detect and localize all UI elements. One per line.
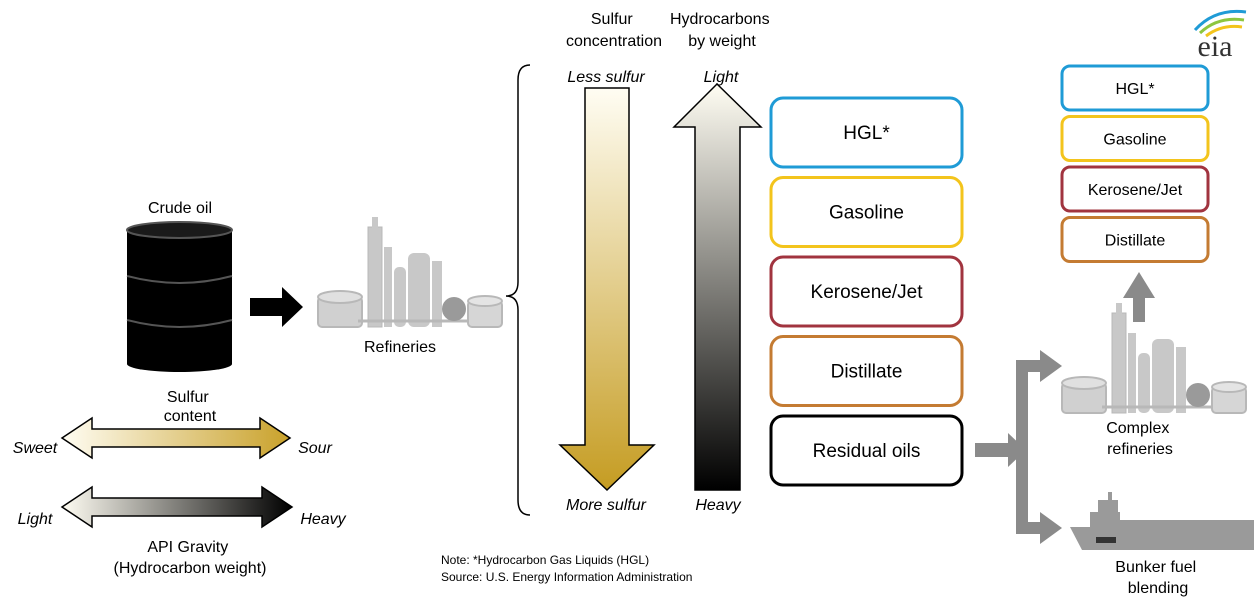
complex-refinery-icon: [1060, 301, 1248, 415]
brace: [505, 64, 531, 516]
product-box: [769, 335, 964, 407]
note: Note: *Hydrocarbon Gas Liquids (HGL): [441, 553, 649, 567]
line: by weight: [688, 33, 756, 50]
arrow: [250, 287, 303, 327]
logo: eia: [1193, 9, 1247, 63]
refineries-label: Refineries: [364, 339, 436, 356]
line: content: [164, 408, 217, 425]
complex-product-label: Gasoline: [1103, 132, 1166, 149]
product-label: Distillate: [831, 362, 903, 383]
line: Hydrocarbons: [670, 11, 770, 28]
complex-product-box: [1060, 64, 1210, 112]
sulfur-concentration-arrow: [558, 87, 656, 492]
source: Source: U.S. Energy Information Administ…: [441, 570, 692, 584]
bunker-fuel-label: Bunker fuel blending: [1115, 559, 1200, 597]
product-box: [769, 96, 964, 169]
line: API Gravity: [147, 539, 228, 556]
ship: [1070, 492, 1254, 550]
complex-product-box: [1060, 165, 1210, 213]
sour-label: Sour: [298, 440, 332, 457]
line: (Hydrocarbon weight): [114, 560, 267, 577]
light-label: Light: [704, 69, 739, 86]
product-label: Kerosene/Jet: [811, 282, 924, 303]
api-gravity-label: API Gravity (Hydrocarbon weight): [114, 539, 267, 577]
logo-text: eia: [1198, 30, 1233, 63]
crude-oil-label: Crude oil: [148, 200, 212, 217]
line: Bunker fuel: [1115, 559, 1196, 576]
sulfur-content-label: Sulfur content: [164, 389, 217, 425]
refinery-icon: [316, 215, 504, 329]
less-sulfur-label: Less sulfur: [567, 69, 645, 86]
hydrocarbons-title: Hydrocarbons by weight: [670, 11, 774, 50]
api-arrow: [60, 485, 294, 529]
complex-refineries-label: Complex refineries: [1106, 420, 1174, 458]
sulfur-arrow: [60, 416, 292, 460]
complex-product-label: Distillate: [1105, 233, 1166, 250]
residual-flow: [975, 272, 1155, 544]
complex-product-label: HGL*: [1115, 81, 1154, 98]
product-label: Gasoline: [829, 203, 904, 224]
hydrocarbon-arrow: [672, 82, 763, 491]
line: refineries: [1107, 441, 1173, 458]
line: Sulfur: [167, 389, 209, 406]
light-label: Light: [18, 511, 53, 528]
product-box: [769, 176, 964, 248]
complex-product-box: [1060, 115, 1210, 162]
heavy-label: Heavy: [695, 497, 741, 514]
barrel: [126, 221, 233, 372]
complex-product-box: [1060, 216, 1210, 263]
product-label: Residual oils: [813, 441, 921, 462]
product-box: [769, 255, 964, 328]
line: concentration: [566, 33, 662, 50]
line: Sulfur: [591, 11, 633, 28]
product-label: HGL*: [843, 123, 890, 144]
line: blending: [1128, 580, 1189, 597]
heavy-label: Heavy: [300, 511, 346, 528]
more-sulfur-label: More sulfur: [566, 497, 647, 514]
product-box: [769, 414, 964, 487]
line: Complex: [1106, 420, 1169, 437]
sweet-label: Sweet: [13, 440, 58, 457]
sulfur-concentration-title: Sulfur concentration: [566, 11, 662, 50]
complex-product-label: Kerosene/Jet: [1088, 182, 1183, 199]
